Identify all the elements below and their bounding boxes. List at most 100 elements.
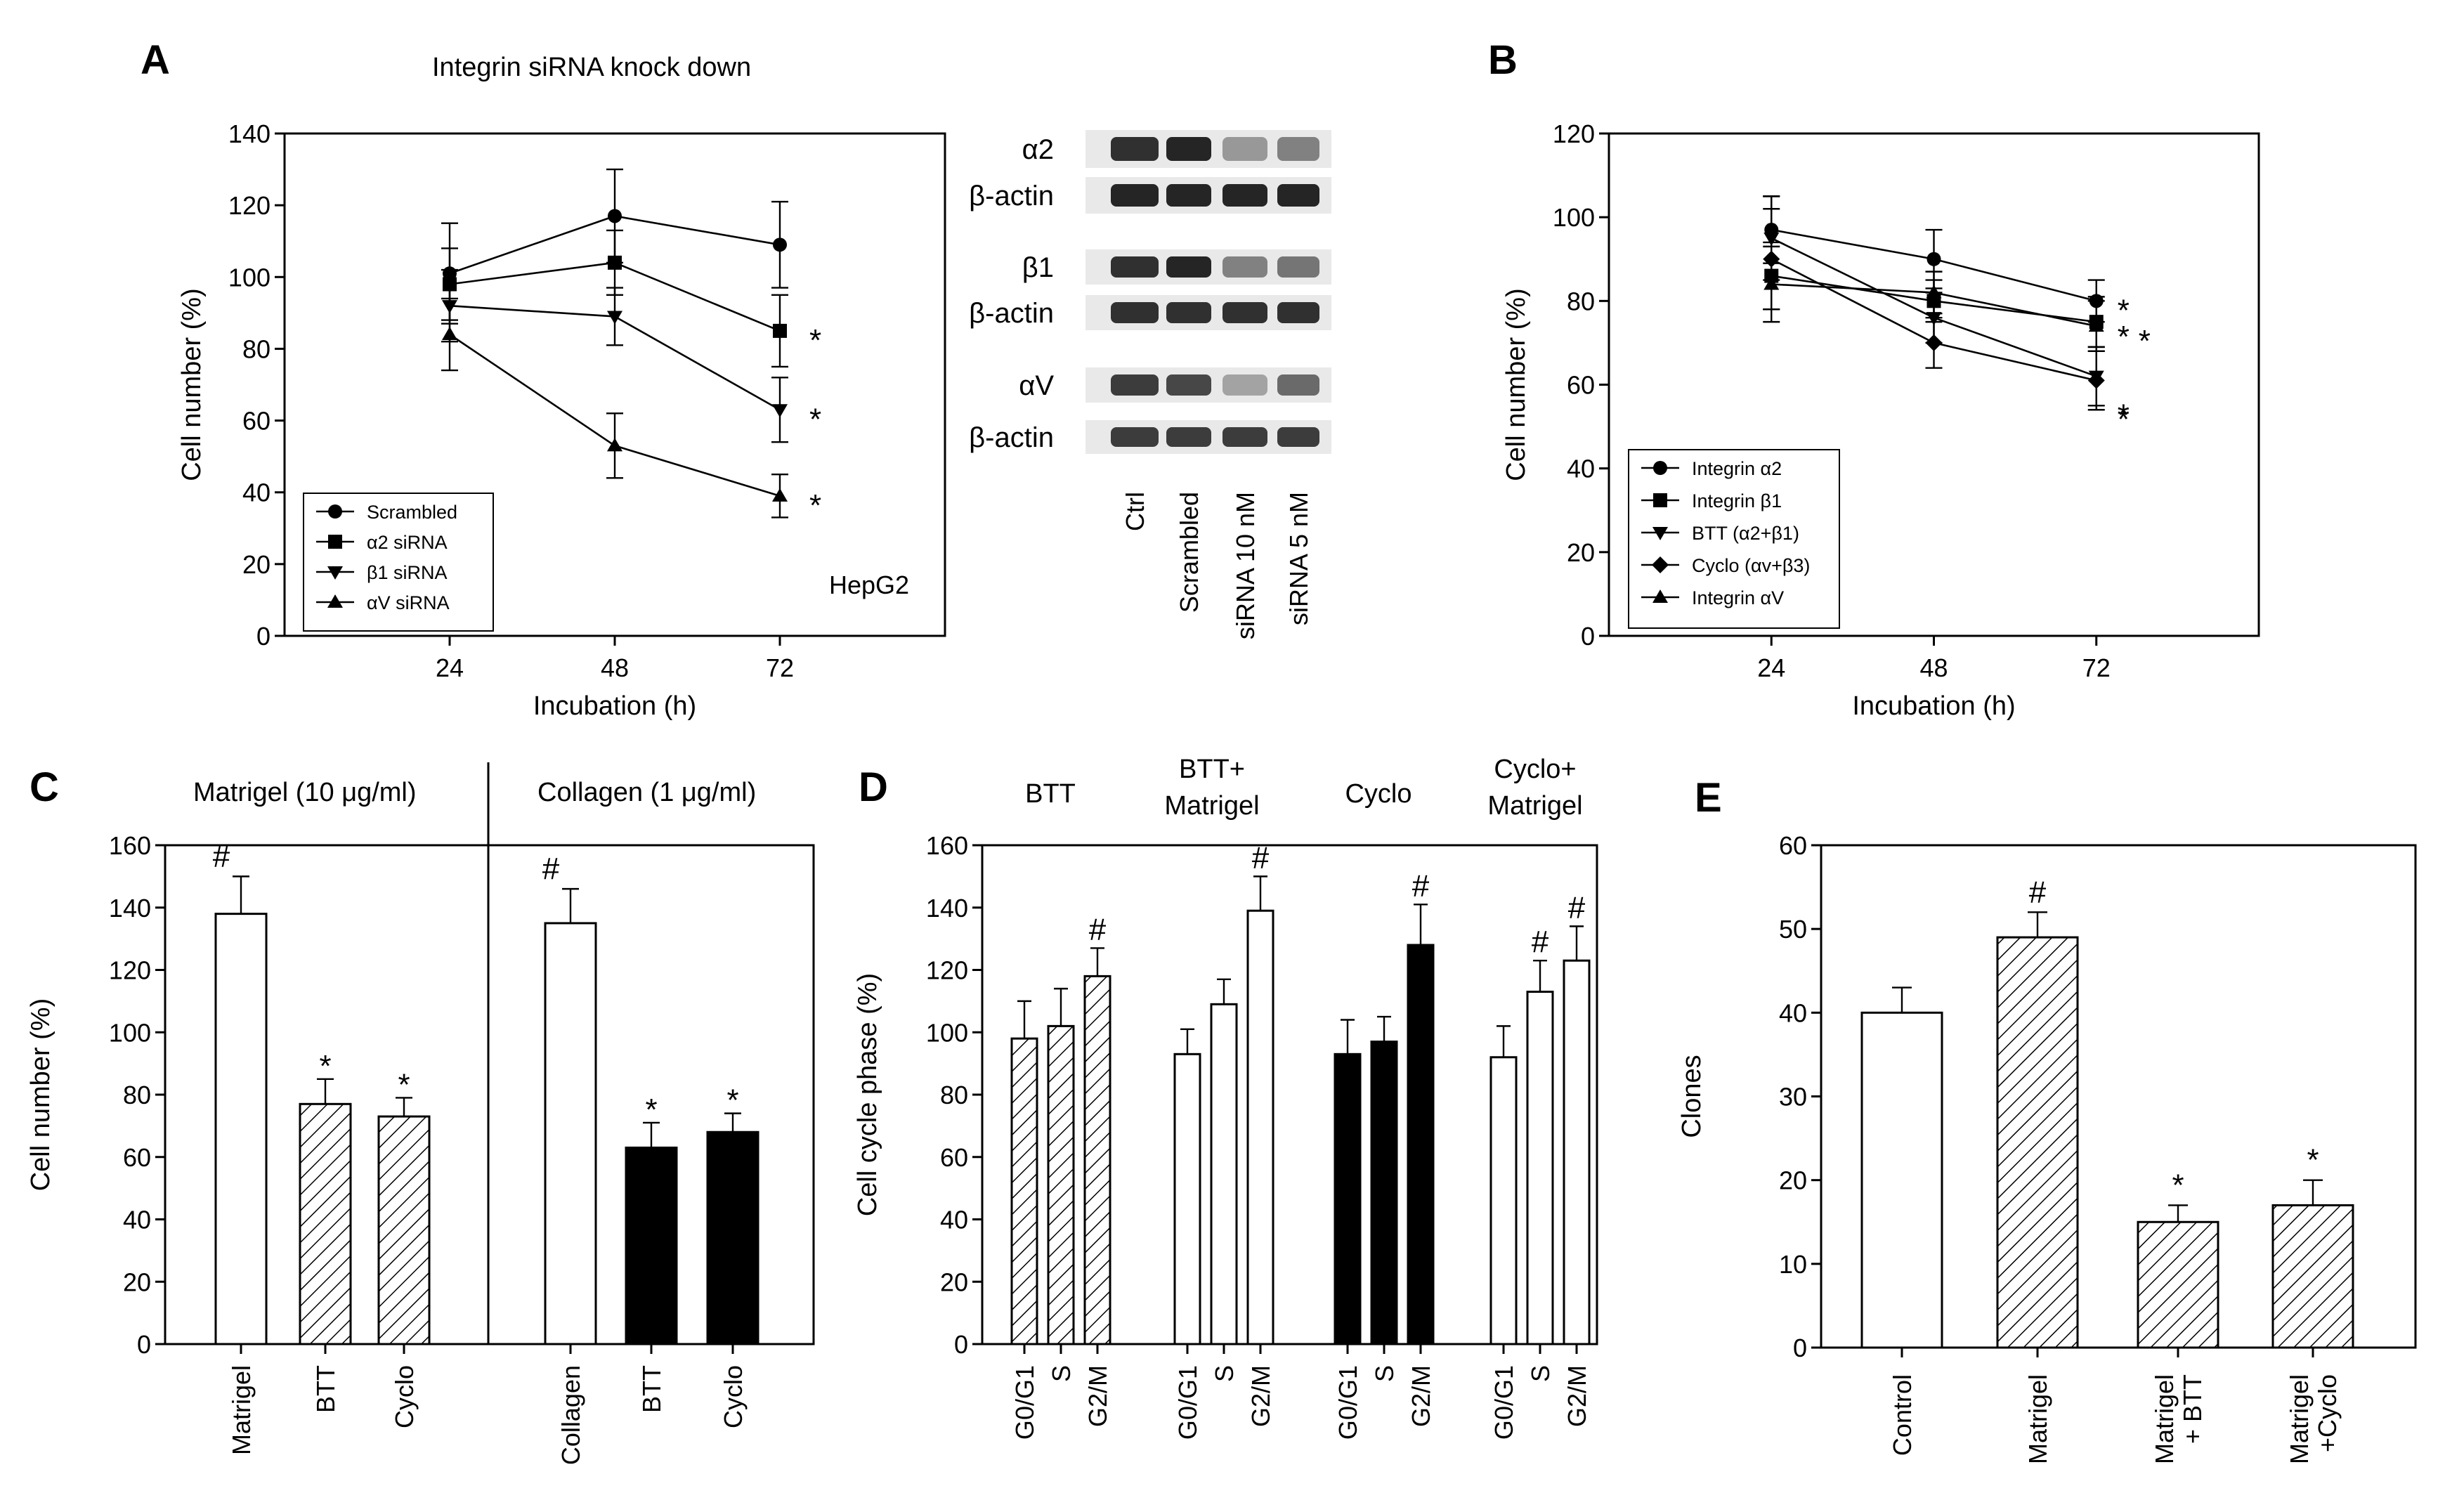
panel-a-series-3-point-1 <box>607 438 622 452</box>
blot-band-0-1 <box>1166 137 1211 161</box>
panel-a-legend-label-3: αV siRNA <box>367 592 450 613</box>
panel-d-errorbar-3-2 <box>1570 925 1584 961</box>
panel-d-ytick-label-3: 60 <box>940 1143 968 1172</box>
blot-band-5-3 <box>1277 427 1319 447</box>
panel-d-ytick-label-6: 120 <box>926 956 968 985</box>
panel-c-sig-5: * <box>726 1083 738 1118</box>
panel-c-bar-3 <box>544 922 597 1345</box>
panel-d-bar-3-2 <box>1563 959 1591 1345</box>
panel-a-legend-marker-1 <box>328 535 342 549</box>
panel-d-bar-1-1 <box>1210 1003 1238 1345</box>
panel-a-ytick-label-6: 120 <box>228 191 270 220</box>
panel-c-errorbar-2 <box>396 1097 412 1117</box>
panel-d-xtick-label-2-2: G2/M <box>1407 1365 1435 1427</box>
blot-band-1-2 <box>1222 184 1267 207</box>
panel-e-xtick-label-0: Control <box>1888 1374 1917 1456</box>
blot-lane-label-1: Scrambled <box>1175 492 1204 613</box>
panel-c-bar-2 <box>377 1115 431 1345</box>
panel-d-xtick-label-1-1: S <box>1210 1365 1239 1382</box>
panel-d-group-title-1-line-0: BTT+ <box>1179 755 1245 784</box>
panel-d-errorbar-2-1 <box>1377 1015 1391 1042</box>
panel-c-group-title-2: Collagen (1 μg/ml) <box>537 778 756 807</box>
panel-e-errorbar-3 <box>2303 1179 2323 1206</box>
panel-d-ytick-label-4: 80 <box>940 1081 968 1109</box>
panel-c-sig-1: * <box>319 1049 331 1083</box>
panel-a-sig-1: * <box>809 323 821 358</box>
panel-c-bar-4 <box>625 1146 678 1345</box>
blot-band-3-3 <box>1277 302 1319 323</box>
panel-d-chart: 0 20 40 60 80 100 120 140 160 Cell cycle phase (%… <box>853 755 1598 1440</box>
panel-d-ytick-label-8: 160 <box>926 831 968 860</box>
panel-d-xtick-label-2-1: S <box>1370 1365 1399 1382</box>
panel-d-bar-3-1 <box>1526 991 1554 1345</box>
panel-e-xtick-label-3-line-1: +Cyclo <box>2313 1374 2342 1452</box>
panel-a-annotation: HepG2 <box>829 571 909 599</box>
panel-d-xtick-label-3-0: G0/G1 <box>1489 1365 1518 1440</box>
panel-c-ytick-label-3: 60 <box>123 1143 151 1172</box>
panel-c-sig-3: # <box>542 852 560 886</box>
panel-a-legend-label-2: β1 siRNA <box>367 562 448 583</box>
panel-d-xtick-label-1-0: G0/G1 <box>1173 1365 1202 1440</box>
panel-c-chart: Matrigel (10 μg/ml) Collagen (1 μg/ml) 0… <box>26 762 815 1465</box>
blot-band-5-2 <box>1222 427 1267 447</box>
panel-a-ytick-label-2: 40 <box>242 478 270 507</box>
panel-a-legend: Scrambled α2 siRNA β1 siRNA αV siRNA <box>303 493 494 632</box>
blot-band-3-2 <box>1222 302 1267 323</box>
western-blot: α2 β-actin β1 β-actin αV β-actin Ctrl Scrambled… <box>969 130 1331 639</box>
panel-c-bar-5 <box>706 1130 759 1345</box>
blot-row-label-1: β-actin <box>969 181 1054 211</box>
panel-label-e: E <box>1695 775 1722 821</box>
panel-e-errorbar-2 <box>2168 1204 2188 1223</box>
blot-band-0-2 <box>1222 137 1267 161</box>
panel-b-xtick-label-0: 24 <box>1757 653 1785 682</box>
blot-row-label-3: β-actin <box>969 298 1054 329</box>
panel-d-bar-3-0 <box>1489 1056 1518 1345</box>
panel-b-sig-3: * <box>2118 403 2130 437</box>
panel-c-ytick-label-7: 140 <box>109 894 151 923</box>
panel-e-xtick-label-2-line-0: Matrigel <box>2150 1374 2179 1464</box>
panel-a-legend-marker-2 <box>327 566 343 580</box>
panel-c-xtick-label-5: Cyclo <box>719 1365 748 1428</box>
panel-e-sig-3: * <box>2307 1143 2319 1178</box>
panel-c-xtick-label-0: Matrigel <box>227 1365 256 1455</box>
panel-b-series-4-point-0 <box>1763 276 1780 290</box>
panel-d-group-title-1-line-1: Matrigel <box>1164 791 1259 821</box>
panel-e-errorbar-0 <box>1892 986 1912 1013</box>
panel-b-xtick-label-2: 72 <box>2082 653 2111 682</box>
panel-b-sig-4: * <box>2139 324 2151 358</box>
panel-b-legend-label-0: Integrin α2 <box>1692 458 1782 479</box>
panel-label-a: A <box>141 37 170 83</box>
panel-b-legend-label-4: Integrin αV <box>1692 587 1784 608</box>
panel-d-bar-0-2 <box>1083 975 1111 1345</box>
panel-a-ytick-label-1: 20 <box>242 550 270 579</box>
blot-band-2-0 <box>1111 256 1159 278</box>
panel-c-ytick-label-2: 40 <box>123 1206 151 1234</box>
panel-a-xlabel: Incubation (h) <box>533 691 696 721</box>
panel-b-series-0-point-1 <box>1926 252 1941 266</box>
panel-a-legend-label-1: α2 siRNA <box>367 532 448 553</box>
panel-d-errorbar-3-1 <box>1533 959 1547 992</box>
panel-label-d: D <box>859 764 888 810</box>
panel-d-ytick-label-1: 20 <box>940 1267 968 1296</box>
panel-d-xtick-label-0-1: S <box>1047 1365 1076 1382</box>
blot-band-2-3 <box>1277 256 1319 278</box>
panel-b-xlabel: Incubation (h) <box>1852 691 2015 721</box>
blot-lane-label-2: siRNA 10 nM <box>1231 492 1260 639</box>
blot-band-1-1 <box>1166 184 1211 207</box>
panel-d-xtick-label-0-2: G2/M <box>1083 1365 1112 1427</box>
panel-a-series-0-point-2 <box>773 237 787 252</box>
panel-e-ylabel: Clones <box>1677 1055 1707 1138</box>
panel-d-bar-1-2 <box>1246 909 1274 1345</box>
panel-c-sig-2: * <box>398 1067 410 1102</box>
panel-e-xtick-label-1: Matrigel <box>2023 1374 2052 1464</box>
panel-c-sig-4: * <box>645 1093 657 1127</box>
panel-b-legend-label-2: BTT (α2+β1) <box>1692 523 1799 544</box>
panel-d-xtick-label-1-2: G2/M <box>1246 1365 1275 1427</box>
panel-a-xtick-label-0: 24 <box>436 653 464 682</box>
panel-d-ytick-label-5: 100 <box>926 1018 968 1047</box>
panel-d-errorbar-3-0 <box>1497 1025 1511 1057</box>
panel-c-ytick-label-8: 160 <box>109 831 151 860</box>
panel-a-ytick-label-7: 140 <box>228 119 270 148</box>
panel-e-bar-0 <box>1860 1011 1943 1349</box>
panel-b-sig-1: * <box>2118 320 2130 354</box>
